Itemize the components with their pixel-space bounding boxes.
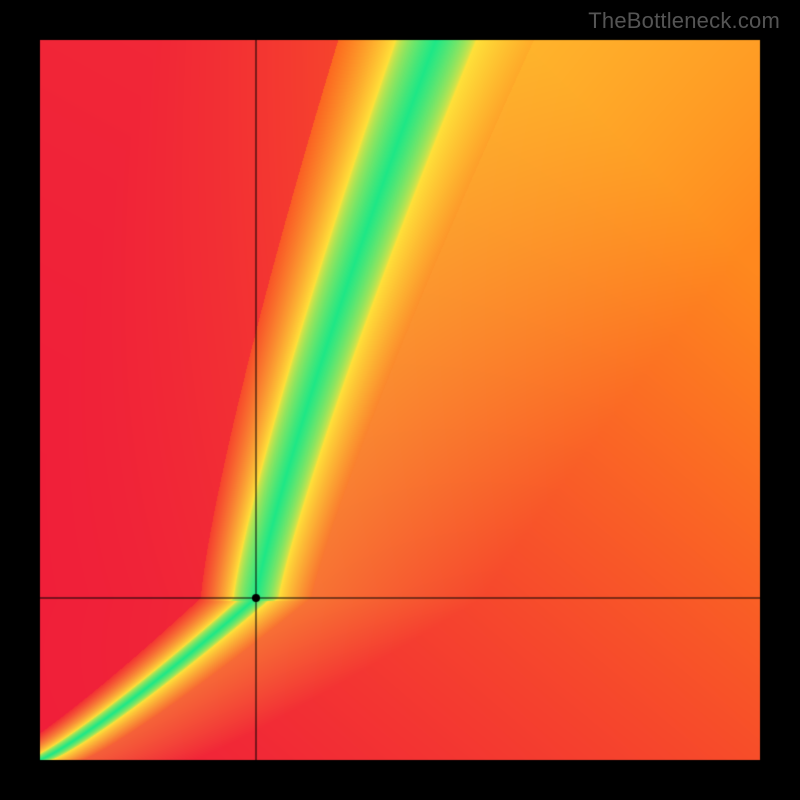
heatmap-canvas [0,0,800,800]
watermark-text: TheBottleneck.com [588,8,780,34]
chart-container: TheBottleneck.com [0,0,800,800]
